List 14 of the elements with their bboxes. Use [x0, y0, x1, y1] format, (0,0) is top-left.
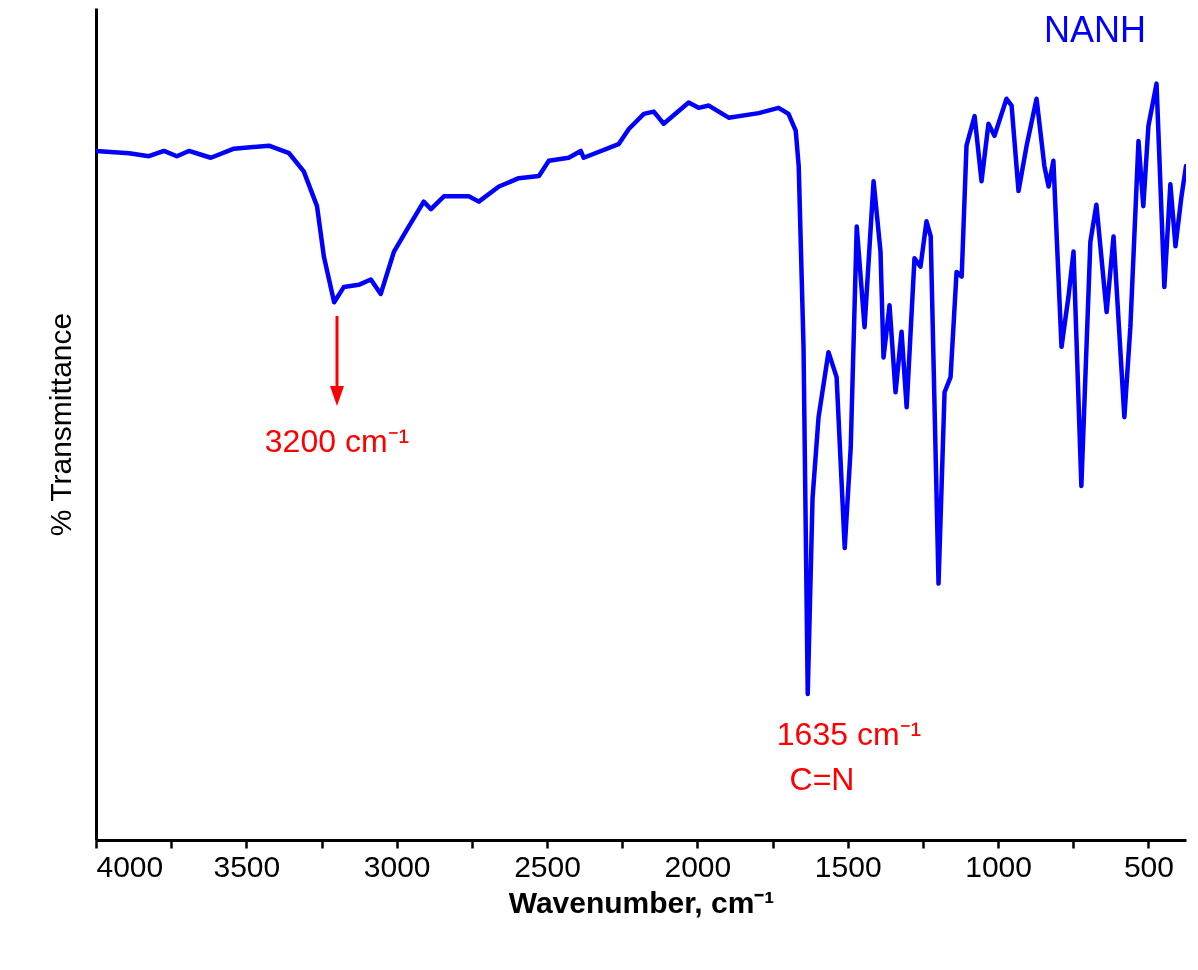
- annotation: 3200 cm⁻¹: [264, 423, 410, 459]
- y-axis-title: % Transmittance: [43, 312, 77, 537]
- x-tick-label: 1500: [814, 849, 882, 883]
- x-tick-label: 2000: [664, 849, 732, 883]
- x-tick-label: 4000: [96, 849, 164, 883]
- x-tick-label: 1000: [965, 849, 1032, 883]
- x-tick-label: 500: [1123, 849, 1174, 883]
- x-axis-title: Wavenumber, cm⁻¹: [508, 885, 775, 919]
- x-tick-label: 3500: [213, 849, 281, 883]
- x-tick-label: 3000: [363, 849, 431, 883]
- x-tick-label: 2500: [514, 849, 581, 883]
- series-label: NANH: [1043, 9, 1146, 50]
- annotation: C=N: [789, 761, 855, 797]
- annotation: 1635 cm⁻¹: [776, 716, 922, 752]
